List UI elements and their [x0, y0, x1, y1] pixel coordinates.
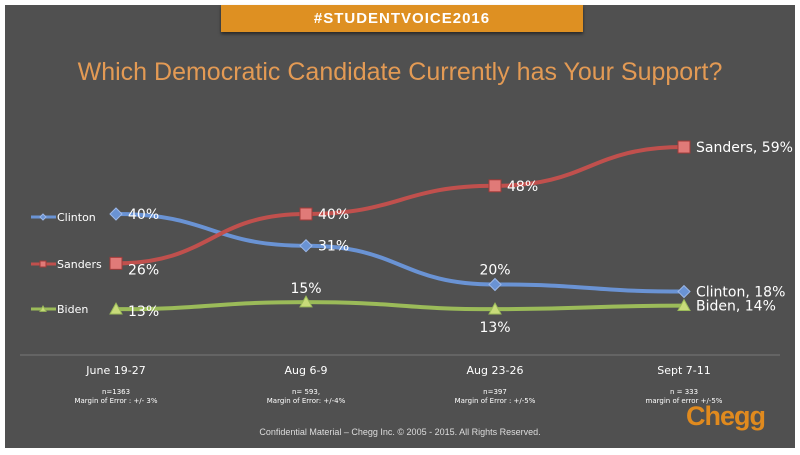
sample-note: n= 593,	[292, 388, 320, 396]
sample-note: n=1363	[102, 388, 130, 396]
data-point-biden	[677, 298, 691, 311]
data-point-biden	[488, 302, 502, 315]
legend-marker-clinton	[39, 213, 47, 221]
sample-note: Margin of Error : +/- 3%	[74, 397, 157, 405]
footer-copyright: Confidential Material – Chegg Inc. © 200…	[259, 427, 541, 437]
series-line-clinton	[115, 212, 685, 294]
data-point-sanders	[299, 207, 313, 221]
x-tick-label: Aug 6-9	[285, 364, 328, 377]
legend-label-biden: Biden	[57, 303, 88, 316]
slide-background	[5, 5, 795, 448]
data-point-biden	[109, 302, 123, 315]
x-tick-label: June 19-27	[85, 364, 145, 377]
legend-marker-biden	[39, 304, 47, 312]
data-label-clinton: 20%	[479, 263, 510, 279]
data-point-clinton	[299, 239, 313, 253]
sample-note: n = 333	[670, 388, 698, 396]
data-point-biden	[299, 295, 313, 308]
sample-note: Margin of Error: +/-4%	[267, 397, 346, 405]
x-tick-label: Aug 23-26	[467, 364, 524, 377]
legend-label-sanders: Sanders	[57, 258, 102, 271]
data-label-biden: Biden, 14%	[696, 299, 776, 315]
data-label-biden: 15%	[290, 281, 321, 297]
data-label-biden: 13%	[128, 304, 159, 320]
data-label-clinton: 40%	[128, 207, 159, 223]
data-point-sanders	[109, 256, 123, 270]
data-point-clinton	[109, 207, 123, 221]
data-label-sanders: Sanders, 59%	[696, 140, 793, 156]
data-label-sanders: 48%	[507, 179, 538, 195]
legend-marker-sanders	[39, 260, 47, 268]
sample-note: n=397	[483, 388, 507, 396]
series-line-sanders	[115, 145, 685, 266]
data-point-sanders	[677, 140, 691, 154]
legend-label-clinton: Clinton	[57, 211, 96, 224]
chegg-logo: Chegg	[686, 401, 766, 431]
x-tick-label: Sept 7-11	[657, 364, 711, 377]
data-point-clinton	[488, 277, 502, 292]
chart-title: Which Democratic Candidate Currently has…	[77, 58, 723, 86]
sample-note: margin of error +/-5%	[646, 397, 723, 405]
data-label-clinton: Clinton, 18%	[696, 285, 785, 301]
data-point-clinton	[677, 284, 691, 299]
data-label-sanders: 26%	[128, 262, 159, 278]
hashtag-banner: #STUDENTVOICE2016	[221, 5, 583, 32]
data-label-sanders: 40%	[318, 207, 349, 223]
data-label-biden: 13%	[479, 320, 510, 336]
data-point-sanders	[488, 179, 502, 193]
series-line-biden	[115, 300, 685, 312]
data-label-clinton: 31%	[318, 239, 349, 255]
sample-note: Margin of Error : +/-5%	[455, 397, 536, 405]
